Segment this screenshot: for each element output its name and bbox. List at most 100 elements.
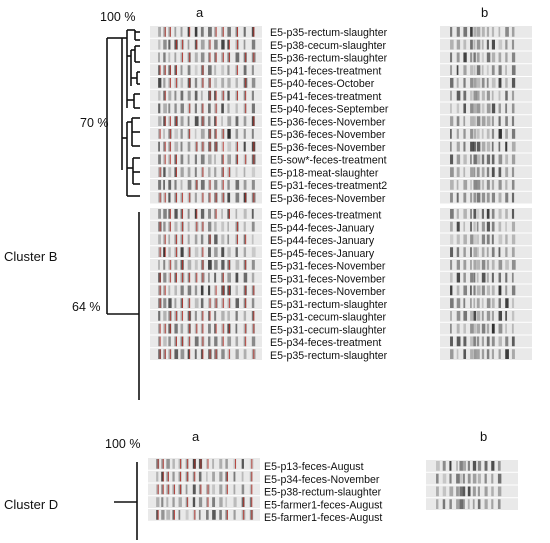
gel-band: [174, 154, 177, 165]
gel-band-marker: [189, 298, 191, 308]
gel-band: [172, 459, 175, 469]
cluster-d-scale-top: 100 %: [105, 437, 140, 451]
gel-band: [511, 116, 515, 126]
gel-lane: [150, 335, 262, 348]
gel-band: [505, 311, 508, 321]
gel-band: [200, 27, 204, 37]
gel-band: [219, 484, 223, 495]
gel-band: [467, 486, 471, 497]
gel-lane: [150, 128, 262, 140]
gel-band-marker: [237, 141, 239, 152]
gel-band: [505, 221, 507, 232]
gel-band: [481, 27, 485, 37]
sample-label: E5-p31-feces-November: [270, 261, 386, 273]
gel-band: [481, 247, 485, 257]
gel-band: [235, 103, 238, 114]
gel-band-marker: [182, 234, 184, 245]
gel-band: [168, 90, 172, 101]
gel-band: [198, 510, 201, 520]
gel-band: [214, 336, 218, 347]
gel-band-marker: [164, 192, 166, 203]
gel-band: [470, 65, 474, 75]
gel-band: [214, 78, 218, 88]
gel-band: [243, 349, 247, 359]
gel-band: [436, 461, 440, 471]
gel-band: [243, 65, 247, 75]
gel-lane: [440, 284, 532, 297]
gel-band: [158, 116, 162, 126]
gel-band: [459, 461, 463, 471]
gel-band-marker: [202, 65, 204, 75]
gel-band-marker: [189, 52, 191, 63]
gel-band: [180, 90, 184, 101]
gel-band: [243, 39, 246, 50]
gel-band: [214, 167, 217, 177]
gel-band: [214, 311, 217, 321]
gel-band: [174, 272, 177, 283]
gel-band: [219, 497, 223, 507]
gel-band: [505, 154, 509, 165]
gel-band: [158, 52, 160, 63]
gel-band: [206, 459, 208, 469]
gel-band: [463, 298, 466, 308]
gel-band: [194, 323, 198, 334]
gel-band: [456, 209, 459, 219]
sample-label: E5-p40-feces-September: [270, 104, 389, 116]
gel-band-marker: [209, 180, 211, 190]
gel-lane: [148, 509, 260, 521]
gel-band: [456, 221, 460, 232]
gel-band-marker: [175, 311, 177, 321]
gel-band: [481, 192, 486, 203]
gel-band: [481, 180, 485, 190]
gel-band: [505, 260, 509, 270]
gel-band: [486, 39, 489, 50]
gel-band-marker: [209, 39, 211, 50]
sample-label: E5-p44-feces-January: [270, 235, 375, 247]
gel-band: [511, 90, 515, 101]
gel-band-marker: [182, 39, 184, 50]
gel-band-marker: [245, 78, 247, 88]
gel-band: [491, 90, 494, 101]
gel-band: [200, 180, 205, 190]
gel-lane: [440, 51, 532, 64]
gel-band: [463, 90, 467, 101]
gel-band: [486, 90, 490, 101]
gel-lane: [440, 246, 532, 258]
sample-label: E5-p35-rectum-slaughter: [270, 350, 388, 362]
gel-band-marker: [173, 510, 175, 520]
gel-band: [243, 298, 247, 308]
gel-band: [486, 65, 489, 75]
gel-band-marker: [209, 298, 211, 308]
gel-band: [505, 167, 509, 177]
gel-band: [477, 486, 480, 497]
gel-band-marker: [209, 192, 211, 203]
gel-band-marker: [215, 141, 217, 152]
gel-band: [194, 298, 199, 308]
gel-band: [243, 116, 247, 126]
gel-lane: [150, 348, 262, 360]
gel-band: [476, 260, 481, 270]
gel-band: [194, 129, 197, 139]
gel-band: [178, 471, 182, 482]
gel-band: [470, 180, 473, 190]
gel-band: [473, 192, 477, 203]
gel-band-marker: [222, 129, 224, 139]
gel-band-marker: [207, 497, 209, 507]
gel-band-marker: [245, 154, 247, 165]
gel-band: [476, 311, 481, 321]
gel-band: [241, 497, 245, 507]
gel-band: [194, 103, 197, 114]
gel-band: [473, 27, 477, 37]
gel-band: [163, 272, 167, 283]
gel-band: [227, 311, 230, 321]
gel-band: [163, 129, 165, 139]
gel-band: [192, 484, 196, 495]
gel-band: [194, 78, 198, 88]
gel-band: [219, 510, 222, 520]
gel-band-marker: [159, 272, 161, 283]
gel-band-marker: [209, 90, 211, 101]
gel-band-marker: [245, 90, 247, 101]
gel-band: [168, 39, 171, 50]
gel-band: [221, 221, 225, 232]
gel-band: [511, 260, 516, 270]
